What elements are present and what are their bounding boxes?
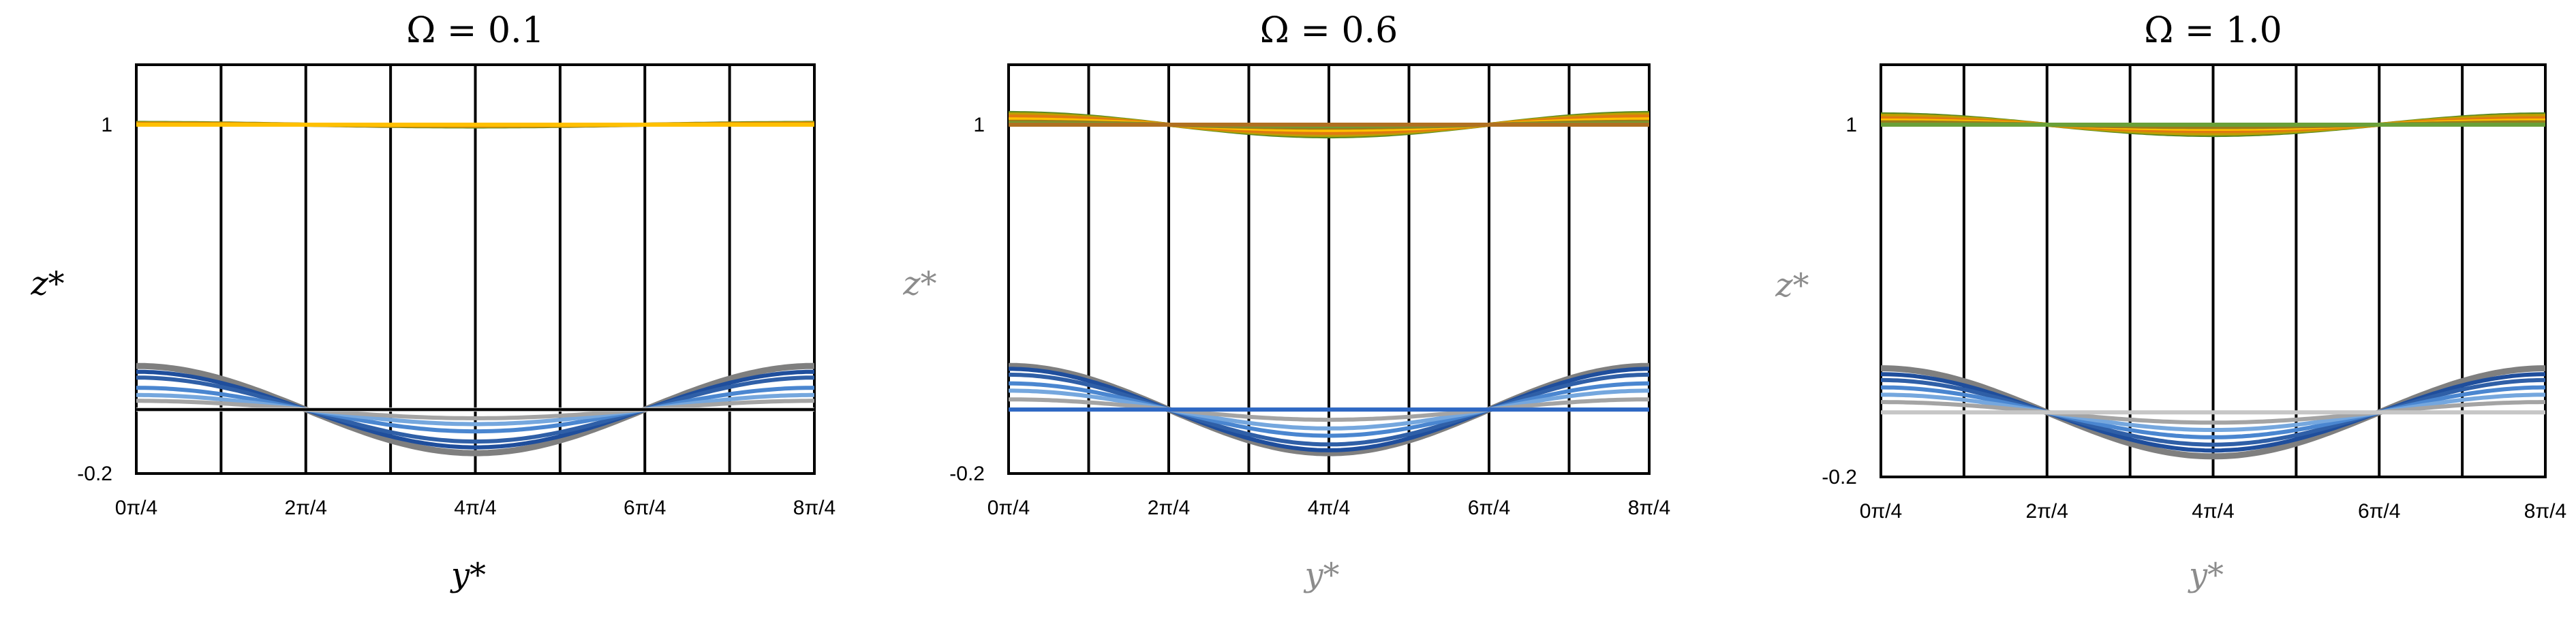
bottom-series-line-4 xyxy=(136,386,815,434)
bottom-series-line-5 xyxy=(1881,392,2545,433)
panel-title: Ω = 1.0 xyxy=(2144,10,2282,51)
y-axis-label: z* xyxy=(902,265,936,303)
bottom-series-line-6 xyxy=(136,399,814,420)
x-tick-label: 0π/4 xyxy=(1860,500,1902,523)
bottom-series-line-2 xyxy=(136,369,814,450)
y-tick-label: 1 xyxy=(973,114,985,136)
x-tick-label: 0π/4 xyxy=(987,497,1030,519)
x-tick-label: 4π/4 xyxy=(2192,500,2234,523)
x-tick-label: 2π/4 xyxy=(285,497,327,519)
bottom-series-line-3 xyxy=(1880,377,2546,447)
x-tick-label: 8π/4 xyxy=(1628,497,1670,519)
bottom-series-line-4 xyxy=(1881,385,2545,439)
bottom-series-line-3 xyxy=(1008,372,1650,447)
y-axis-label: z* xyxy=(30,265,64,303)
bottom-series-line-5 xyxy=(136,392,814,427)
chart-panel-2: -0.2 1 0π/4 2π/4 4π/4 6π/4 8π/4 Ω = 0.6 y* z* xyxy=(902,10,1670,594)
bottom-series-line-4 xyxy=(1008,381,1650,438)
y-tick-label: 1 xyxy=(1845,114,1857,136)
panel-title: Ω = 0.1 xyxy=(406,10,544,51)
y-tick-label: -0.2 xyxy=(1822,466,1857,489)
x-axis-label: y* xyxy=(2188,556,2224,594)
bottom-series-line-6 xyxy=(1881,400,2545,425)
y-tick-label: -0.2 xyxy=(77,463,112,485)
x-tick-label: 8π/4 xyxy=(2524,500,2566,523)
bottom-series-line-5 xyxy=(1009,388,1649,431)
x-axis-label: y* xyxy=(450,556,486,594)
y-tick-label: 1 xyxy=(101,114,112,136)
y-axis-label: z* xyxy=(1775,266,1809,305)
y-tick-label: -0.2 xyxy=(949,463,985,485)
panel-title: Ω = 0.6 xyxy=(1260,10,1398,51)
x-tick-label: 6π/4 xyxy=(1468,497,1510,519)
bottom-series-line-2 xyxy=(1880,372,2546,453)
chart-panel-1: -0.2 1 0π/4 2π/4 4π/4 6π/4 8π/4 Ω = 0.1 y* z* xyxy=(30,10,835,594)
bottom-series-line-6 xyxy=(1009,397,1649,422)
x-tick-label: 4π/4 xyxy=(454,497,496,519)
bottom-series-line-1 xyxy=(136,362,815,456)
x-axis-label: y* xyxy=(1303,556,1339,594)
x-tick-label: 0π/4 xyxy=(115,497,157,519)
x-tick-label: 6π/4 xyxy=(2358,500,2400,523)
x-tick-label: 8π/4 xyxy=(793,497,835,519)
x-tick-label: 2π/4 xyxy=(2026,500,2068,523)
x-tick-label: 2π/4 xyxy=(1148,497,1190,519)
bottom-series-line-1 xyxy=(1881,365,2545,460)
x-tick-label: 4π/4 xyxy=(1308,497,1350,519)
bottom-series-line-3 xyxy=(136,375,814,444)
chart-panel-3: -0.2 1 0π/4 2π/4 4π/4 6π/4 8π/4 Ω = 1.0 y* z* xyxy=(1775,10,2566,594)
bottom-series-line-2 xyxy=(1009,367,1649,452)
x-tick-label: 6π/4 xyxy=(624,497,666,519)
